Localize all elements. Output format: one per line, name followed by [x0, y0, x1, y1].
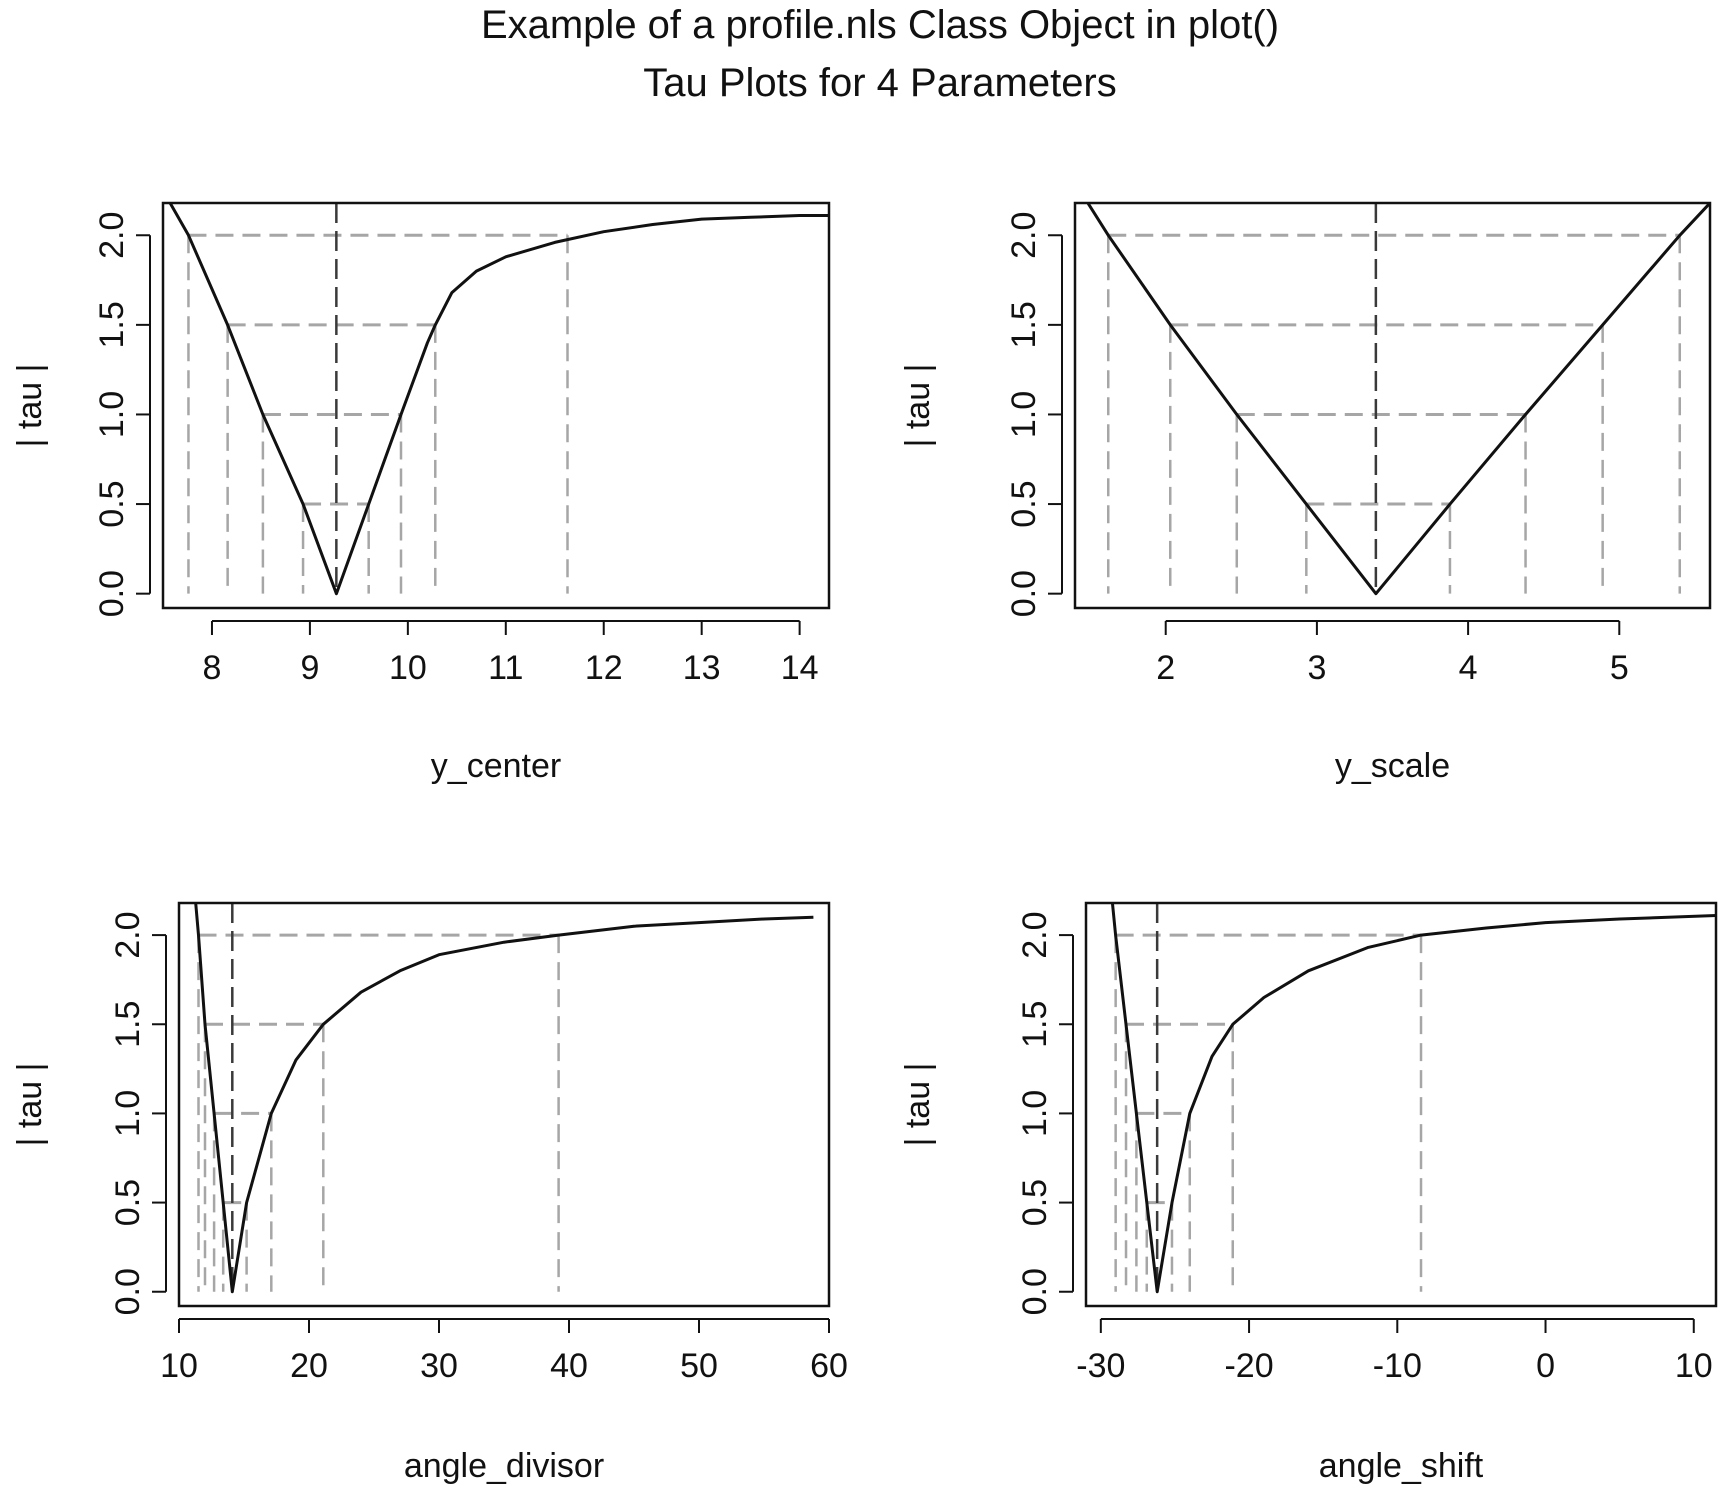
chart-2-y-tick-label-4: 2.0 — [109, 911, 147, 958]
chart-0-y-axis-label: | tau | — [11, 364, 49, 448]
chart-2-x-tick-label-30: 30 — [420, 1347, 458, 1385]
chart-1-tau-curve-0 — [1086, 203, 1710, 596]
chart-2-x-tick-label-60: 60 — [810, 1347, 848, 1385]
chart-0-x-axis-label: y_center — [431, 747, 561, 785]
chart-1-y-tick-label-2: 1.0 — [1005, 391, 1043, 438]
chart-3-x-tick-label-20: -20 — [1224, 1347, 1273, 1385]
chart-3-y-tick-label-2: 1.0 — [1016, 1090, 1054, 1137]
chart-2-plot-frame — [177, 901, 831, 1308]
chart-3-x-axis-label: angle_shift — [1319, 1447, 1484, 1485]
chart-1-y-tick-label-4: 2.0 — [1005, 212, 1043, 259]
chart-1-y-tick-label-0: 0.0 — [1005, 570, 1043, 617]
chart-1-x-tick-label-4: 4 — [1459, 649, 1478, 687]
chart-0-x-tick-label-8: 8 — [203, 649, 222, 687]
chart-2-y-tick-label-0: 0.0 — [109, 1268, 147, 1315]
chart-2-x-tick-label-40: 40 — [550, 1347, 588, 1385]
tau-plot-y-center: 8 9 10 11 12 13 14 0.0 0.5 1.0 1.5 2.0 y_center | tau… — [11, 201, 831, 785]
chart-3-tau-curve-0 — [1110, 903, 1716, 1294]
chart-3-y-tick-label-3: 1.5 — [1016, 1001, 1054, 1048]
chart-3-plot-frame — [1084, 901, 1718, 1308]
tau-plot-angle-shift: -30 -20 -10 0 10 0.0 0.5 1.0 1.5 2.0 angle_shift | … — [899, 901, 1718, 1485]
chart-1-x-tick-label-3: 3 — [1307, 649, 1326, 687]
chart-0-plot-area — [168, 203, 829, 596]
chart-0-x-tick-label-14: 14 — [781, 649, 819, 687]
chart-3-x-tick-label-10: -10 — [1373, 1347, 1422, 1385]
chart-2-x-tick-label-10: 10 — [160, 1347, 198, 1385]
chart-2-x-tick-label-20: 20 — [290, 1347, 328, 1385]
chart-0-y-tick-label-2: 1.0 — [93, 391, 131, 438]
chart-1-x-tick-label-5: 5 — [1610, 649, 1629, 687]
chart-0-plot-frame — [161, 201, 831, 610]
chart-2-y-tick-label-1: 0.5 — [109, 1179, 147, 1226]
chart-1-y-tick-label-3: 1.5 — [1005, 301, 1043, 348]
chart-1-y-axis-label: | tau | — [899, 364, 937, 448]
chart-2-x-axis-label: angle_divisor — [404, 1447, 604, 1485]
chart-2-y-tick-label-3: 1.5 — [109, 1001, 147, 1048]
chart-1-x-axis-label: y_scale — [1335, 747, 1450, 785]
chart-1-plot-area — [1086, 203, 1710, 596]
chart-0-y-tick-label-4: 2.0 — [93, 212, 131, 259]
chart-3-y-tick-label-4: 2.0 — [1016, 911, 1054, 958]
chart-2-plot-area — [194, 903, 814, 1294]
chart-0-x-tick-label-11: 11 — [488, 649, 523, 687]
chart-2-y-axis-label: | tau | — [11, 1063, 49, 1147]
chart-1-plot-frame — [1073, 201, 1712, 610]
chart-0-tau-curve-0 — [168, 203, 829, 596]
chart-0-y-tick-label-0: 0.0 — [93, 570, 131, 617]
chart-0-x-tick-label-9: 9 — [300, 649, 319, 687]
chart-2-tau-curve-0 — [194, 903, 814, 1294]
chart-0-y-tick-label-1: 0.5 — [93, 480, 131, 527]
chart-1-y-tick-label-1: 0.5 — [1005, 480, 1043, 527]
tau-plot-angle-divisor: 10 20 30 40 50 60 0.0 0.5 1.0 1.5 2.0 angle_divisor… — [11, 901, 848, 1485]
chart-3-y-axis-label: | tau | — [899, 1063, 937, 1147]
chart-0-x-tick-label-13: 13 — [683, 649, 721, 687]
chart-0-x-tick-label-10: 10 — [389, 649, 427, 687]
chart-3-x-tick-label-30: -30 — [1076, 1347, 1125, 1385]
chart-3-y-tick-label-0: 0.0 — [1016, 1268, 1054, 1315]
figure-title-line-1: Example of a profile.nls Class Object in… — [481, 3, 1279, 47]
chart-0-y-tick-label-3: 1.5 — [93, 301, 131, 348]
chart-1-x-tick-label-2: 2 — [1156, 649, 1175, 687]
chart-2-y-tick-label-2: 1.0 — [109, 1090, 147, 1137]
chart-2-x-tick-label-50: 50 — [680, 1347, 718, 1385]
tau-plot-y-scale: 2 3 4 5 0.0 0.5 1.0 1.5 2.0 y_scale | tau | — [899, 201, 1712, 785]
chart-3-x-tick-label-0: 0 — [1536, 1347, 1555, 1385]
chart-3-y-tick-label-1: 0.5 — [1016, 1179, 1054, 1226]
chart-3-plot-area — [1110, 903, 1716, 1294]
figure-title-line-2: Tau Plots for 4 Parameters — [643, 61, 1117, 105]
chart-0-x-tick-label-12: 12 — [585, 649, 623, 687]
chart-3-x-tick-label-10: 10 — [1675, 1347, 1713, 1385]
